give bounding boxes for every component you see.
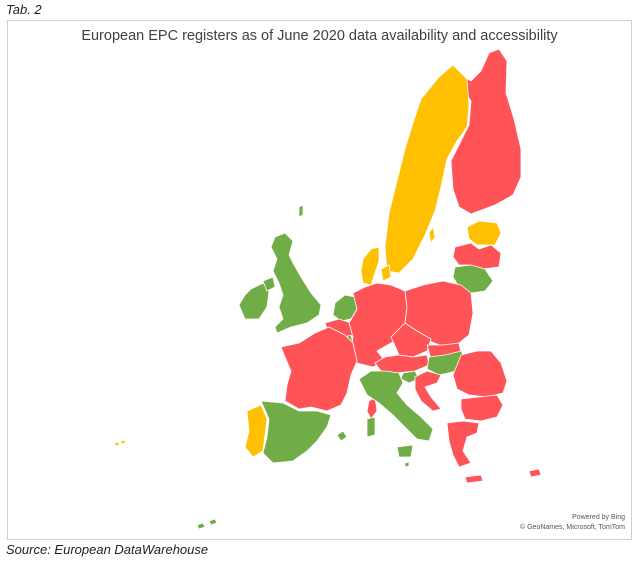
country-france[interactable]	[280, 326, 358, 412]
map-frame: European EPC registers as of June 2020 d…	[7, 20, 632, 540]
island-azores	[114, 439, 126, 447]
country-denmark[interactable]	[360, 246, 380, 286]
island-shetland	[298, 204, 304, 218]
country-estonia[interactable]	[466, 220, 502, 246]
country-ireland[interactable]	[238, 282, 270, 320]
country-spain[interactable]	[260, 400, 332, 464]
country-lithuania[interactable]	[452, 264, 494, 294]
country-greece[interactable]	[446, 420, 480, 468]
country-malta[interactable]	[404, 461, 410, 468]
table-label: Tab. 2	[6, 2, 42, 17]
country-germany[interactable]	[348, 282, 408, 368]
map-title: European EPC registers as of June 2020 d…	[81, 28, 558, 44]
attribution-powered-by: Powered by Bing	[572, 514, 625, 521]
country-finland[interactable]	[450, 48, 522, 215]
island-gotland	[428, 226, 436, 244]
country-sweden[interactable]	[384, 64, 470, 274]
country-portugal[interactable]	[244, 404, 268, 458]
island-sardinia	[366, 416, 376, 438]
europe-map[interactable]	[8, 21, 631, 539]
country-united-kingdom[interactable]	[270, 232, 322, 334]
island-crete	[464, 474, 484, 484]
island-zealand	[380, 264, 392, 282]
country-austria[interactable]	[374, 354, 430, 374]
region-northern-ireland	[262, 276, 276, 292]
country-croatia[interactable]	[414, 370, 442, 412]
attribution-credits: © GeoNames, Microsoft, TomTom	[520, 524, 625, 531]
island-balearic	[336, 430, 348, 442]
country-italy[interactable]	[358, 370, 434, 442]
country-bulgaria[interactable]	[460, 394, 504, 422]
country-latvia[interactable]	[452, 242, 502, 270]
country-cyprus[interactable]	[528, 468, 542, 478]
island-sicily	[396, 444, 414, 458]
country-romania[interactable]	[452, 350, 508, 398]
map-attribution: Powered by Bing © GeoNames, Microsoft, T…	[520, 513, 625, 533]
source-note: Source: European DataWarehouse	[6, 542, 209, 557]
island-canary	[196, 518, 218, 530]
